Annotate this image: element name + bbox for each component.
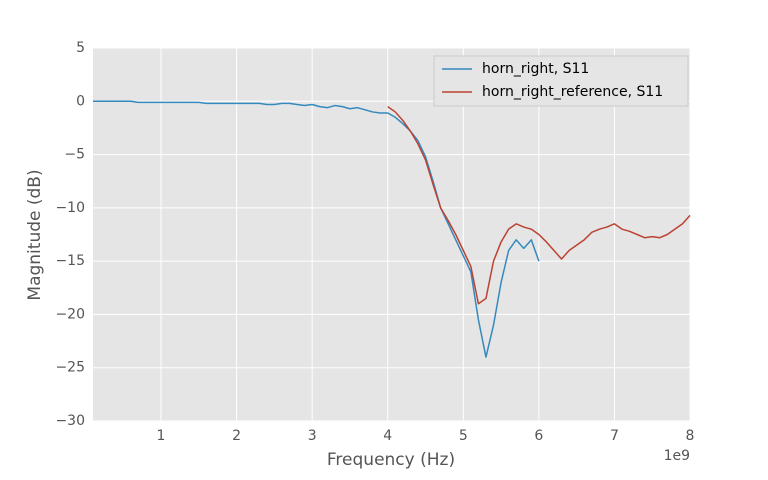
y-tick-label: 0	[76, 93, 85, 109]
y-axis-label: Magnitude (dB)	[25, 169, 45, 300]
series-line	[387, 105, 691, 305]
x-tick-label: 7	[610, 428, 619, 444]
y-tick-label: 5	[76, 40, 85, 56]
x-axis-label: Frequency (Hz)	[327, 450, 455, 470]
y-tick-label: −30	[55, 413, 85, 429]
y-tick-label: −5	[64, 147, 85, 163]
x-tick-label: 4	[383, 428, 392, 444]
y-tick-label: −20	[55, 306, 85, 322]
legend-label: horn_right, S11	[482, 61, 589, 77]
x-tick-label: 1	[157, 428, 166, 444]
x-tick-label: 6	[534, 428, 543, 444]
x-offset-label: 1e9	[664, 448, 690, 464]
series-line	[93, 100, 540, 358]
legend-box	[433, 55, 689, 107]
y-tick-label: −25	[55, 360, 85, 376]
legend-label: horn_right_reference, S11	[482, 84, 663, 100]
y-tick-label: −15	[55, 253, 85, 269]
x-tick-label: 5	[459, 428, 468, 444]
x-tick-label: 3	[308, 428, 317, 444]
y-tick-label: −10	[55, 200, 85, 216]
x-tick-label: 8	[686, 428, 695, 444]
x-tick-label: 2	[232, 428, 241, 444]
